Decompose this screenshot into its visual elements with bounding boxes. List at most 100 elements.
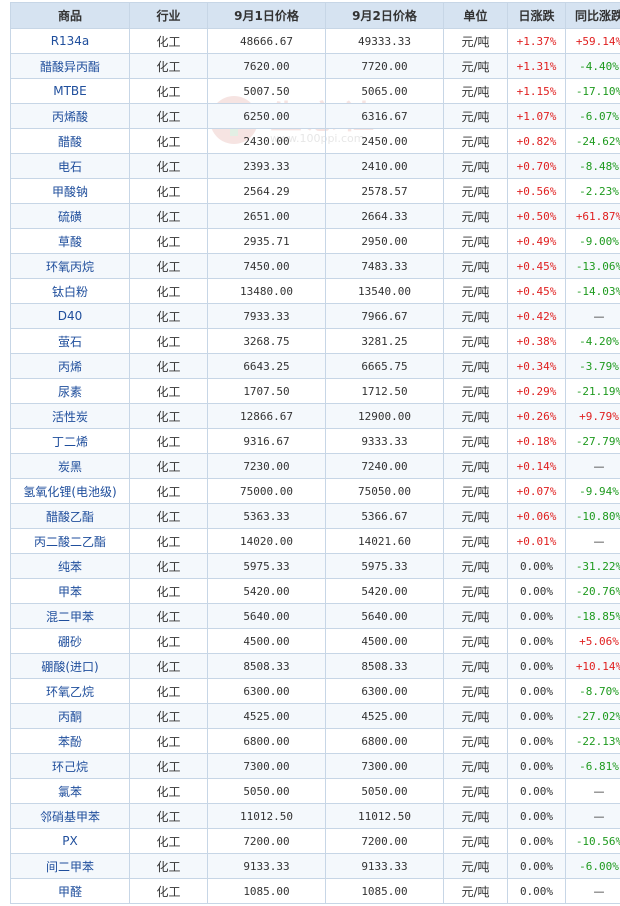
unit-cell: 元/吨 xyxy=(443,278,508,304)
industry-cell: 化工 xyxy=(129,303,208,329)
industry-cell: 化工 xyxy=(129,428,208,454)
commodity-link[interactable]: 纯苯 xyxy=(10,553,130,579)
commodity-link[interactable]: 丙烯酸 xyxy=(10,103,130,129)
unit-cell: 元/吨 xyxy=(443,203,508,229)
industry-cell: 化工 xyxy=(129,678,208,704)
yoy-change-cell: +59.14% xyxy=(565,28,620,54)
yoy-change-cell: -14.03% xyxy=(565,278,620,304)
unit-cell: 元/吨 xyxy=(443,803,508,829)
table-row: 环氧丙烷 化工 7450.00 7483.33 元/吨 +0.45% -13.06% xyxy=(10,253,620,279)
commodity-link[interactable]: 氢氧化锂(电池级) xyxy=(10,478,130,504)
unit-cell: 元/吨 xyxy=(443,828,508,854)
industry-cell: 化工 xyxy=(129,78,208,104)
commodity-link[interactable]: 电石 xyxy=(10,153,130,179)
unit-cell: 元/吨 xyxy=(443,178,508,204)
yoy-change-cell: — xyxy=(565,303,620,329)
commodity-link[interactable]: 萤石 xyxy=(10,328,130,354)
unit-cell: 元/吨 xyxy=(443,328,508,354)
unit-cell: 元/吨 xyxy=(443,878,508,904)
table-row: 尿素 化工 1707.50 1712.50 元/吨 +0.29% -21.19% xyxy=(10,378,620,404)
commodity-link[interactable]: 甲酸钠 xyxy=(10,178,130,204)
industry-cell: 化工 xyxy=(129,328,208,354)
daily-change-cell: +0.29% xyxy=(507,378,566,404)
unit-cell: 元/吨 xyxy=(443,478,508,504)
price-sep2-cell: 6316.67 xyxy=(325,103,444,129)
yoy-change-cell: -10.56% xyxy=(565,828,620,854)
price-sep1-cell: 14020.00 xyxy=(207,528,326,554)
commodity-link[interactable]: 苯酚 xyxy=(10,728,130,754)
industry-cell: 化工 xyxy=(129,553,208,579)
price-sep1-cell: 2651.00 xyxy=(207,203,326,229)
daily-change-cell: +1.31% xyxy=(507,53,566,79)
commodity-link[interactable]: 丙烯 xyxy=(10,353,130,379)
commodity-link[interactable]: 醋酸乙酯 xyxy=(10,503,130,529)
table-row: 氯苯 化工 5050.00 5050.00 元/吨 0.00% — xyxy=(10,778,620,804)
daily-change-cell: +0.38% xyxy=(507,328,566,354)
table-row: 甲醛 化工 1085.00 1085.00 元/吨 0.00% — xyxy=(10,878,620,904)
unit-cell: 元/吨 xyxy=(443,403,508,429)
price-sep1-cell: 11012.50 xyxy=(207,803,326,829)
daily-change-cell: 0.00% xyxy=(507,753,566,779)
commodity-link[interactable]: D40 xyxy=(10,303,130,329)
commodity-link[interactable]: 环氧乙烷 xyxy=(10,678,130,704)
yoy-change-cell: -6.07% xyxy=(565,103,620,129)
daily-change-cell: +0.01% xyxy=(507,528,566,554)
commodity-link[interactable]: 活性炭 xyxy=(10,403,130,429)
price-sep2-cell: 2950.00 xyxy=(325,228,444,254)
price-sep1-cell: 7230.00 xyxy=(207,453,326,479)
header-price-sep1: 9月1日价格 xyxy=(207,2,326,29)
price-sep1-cell: 1085.00 xyxy=(207,878,326,904)
commodity-link[interactable]: 甲苯 xyxy=(10,578,130,604)
commodity-link[interactable]: 邻硝基甲苯 xyxy=(10,803,130,829)
unit-cell: 元/吨 xyxy=(443,528,508,554)
table-row: 丁二烯 化工 9316.67 9333.33 元/吨 +0.18% -27.79% xyxy=(10,428,620,454)
commodity-link[interactable]: 硼砂 xyxy=(10,628,130,654)
price-sep1-cell: 7200.00 xyxy=(207,828,326,854)
commodity-link[interactable]: 环氧丙烷 xyxy=(10,253,130,279)
commodity-link[interactable]: 草酸 xyxy=(10,228,130,254)
commodity-link[interactable]: 环己烷 xyxy=(10,753,130,779)
commodity-link[interactable]: PX xyxy=(10,828,130,854)
industry-cell: 化工 xyxy=(129,153,208,179)
commodity-link[interactable]: MTBE xyxy=(10,78,130,104)
unit-cell: 元/吨 xyxy=(443,603,508,629)
price-sep2-cell: 3281.25 xyxy=(325,328,444,354)
commodity-link[interactable]: 醋酸异丙酯 xyxy=(10,53,130,79)
price-sep1-cell: 6800.00 xyxy=(207,728,326,754)
commodity-link[interactable]: 混二甲苯 xyxy=(10,603,130,629)
commodity-link[interactable]: 氯苯 xyxy=(10,778,130,804)
yoy-change-cell: -4.40% xyxy=(565,53,620,79)
table-row: R134a 化工 48666.67 49333.33 元/吨 +1.37% +59.14% xyxy=(10,28,620,54)
price-sep2-cell: 1712.50 xyxy=(325,378,444,404)
commodity-link[interactable]: 丙酮 xyxy=(10,703,130,729)
commodity-link[interactable]: 丁二烯 xyxy=(10,428,130,454)
price-sep1-cell: 75000.00 xyxy=(207,478,326,504)
yoy-change-cell: -8.70% xyxy=(565,678,620,704)
commodity-link[interactable]: 间二甲苯 xyxy=(10,853,130,879)
industry-cell: 化工 xyxy=(129,753,208,779)
daily-change-cell: +0.45% xyxy=(507,278,566,304)
commodity-link[interactable]: 钛白粉 xyxy=(10,278,130,304)
commodity-link[interactable]: 硫磺 xyxy=(10,203,130,229)
price-sep1-cell: 8508.33 xyxy=(207,653,326,679)
commodity-link[interactable]: R134a xyxy=(10,28,130,54)
unit-cell: 元/吨 xyxy=(443,553,508,579)
commodity-link[interactable]: 醋酸 xyxy=(10,128,130,154)
daily-change-cell: +0.42% xyxy=(507,303,566,329)
commodity-link[interactable]: 甲醛 xyxy=(10,878,130,904)
industry-cell: 化工 xyxy=(129,403,208,429)
price-sep2-cell: 7966.67 xyxy=(325,303,444,329)
unit-cell: 元/吨 xyxy=(443,778,508,804)
table-row: MTBE 化工 5007.50 5065.00 元/吨 +1.15% -17.10% xyxy=(10,78,620,104)
daily-change-cell: +0.49% xyxy=(507,228,566,254)
commodity-link[interactable]: 丙二酸二乙酯 xyxy=(10,528,130,554)
commodity-link[interactable]: 尿素 xyxy=(10,378,130,404)
header-unit: 单位 xyxy=(443,2,508,29)
yoy-change-cell: -2.23% xyxy=(565,178,620,204)
price-sep2-cell: 9333.33 xyxy=(325,428,444,454)
commodity-link[interactable]: 硼酸(进口) xyxy=(10,653,130,679)
commodity-link[interactable]: 炭黑 xyxy=(10,453,130,479)
daily-change-cell: +0.82% xyxy=(507,128,566,154)
yoy-change-cell: — xyxy=(565,453,620,479)
table-row: 炭黑 化工 7230.00 7240.00 元/吨 +0.14% — xyxy=(10,453,620,479)
